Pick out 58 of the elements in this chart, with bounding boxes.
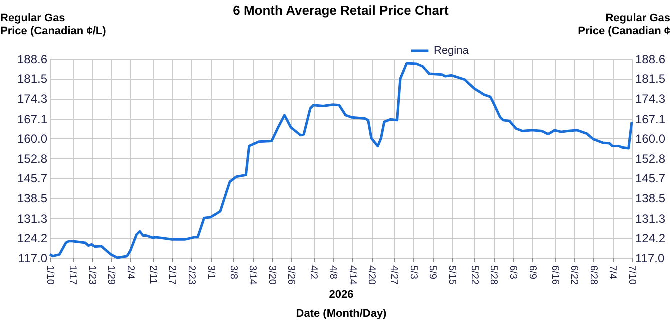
- y2-tick-label: 188.6: [636, 52, 666, 66]
- x-tick-label: 3/1: [205, 266, 216, 280]
- y-tick-label: 174.3: [17, 92, 48, 106]
- x-tick-label: 5/28: [488, 266, 500, 286]
- y-tick-label: 138.5: [17, 192, 48, 206]
- x-tick-label: 4/27: [388, 266, 400, 286]
- y-tick-label: 181.5: [17, 72, 48, 86]
- x-tick-label: 1/10: [44, 266, 56, 286]
- x-tick-label: 5/3: [408, 266, 419, 280]
- y-tick-label: 188.6: [17, 52, 48, 66]
- y2-tick-label: 138.5: [636, 192, 666, 206]
- legend-label: Regina: [434, 45, 470, 57]
- y2-tick-label: 174.3: [636, 92, 666, 106]
- y-tick-label: 131.3: [17, 212, 48, 226]
- y-axis-title: Regular Gas Price (Canadian ¢/L): [0, 12, 107, 38]
- x-tick-label: 6/22: [568, 266, 580, 286]
- x-tick-label: 3/14: [247, 266, 258, 286]
- y2-tick-label: 181.5: [636, 72, 666, 86]
- x-tick-label: 2/23: [186, 266, 197, 286]
- y2-tick-label: 131.3: [636, 212, 666, 226]
- x-tick-label: 4/2: [308, 266, 320, 280]
- x-tick-label: 6/9: [526, 266, 538, 280]
- x-tick-label: 4/8: [327, 266, 338, 280]
- x-tick-label: 3/8: [228, 266, 239, 280]
- y-tick-label: 124.2: [17, 231, 48, 246]
- y2-tick-label: 145.7: [636, 172, 666, 186]
- x-tick-label: 6/16: [549, 266, 560, 286]
- x-tick-label: 7/4: [607, 266, 618, 280]
- x-tick-label: 5/15: [446, 266, 458, 286]
- y-tick-label: 152.8: [17, 152, 48, 166]
- x-tick-label: 4/14: [346, 266, 358, 286]
- x-tick-label: 5/22: [468, 266, 480, 286]
- y-tick-label: 117.0: [18, 252, 48, 266]
- x-axis-title: Date (Month/Day): [296, 308, 388, 320]
- x-tick-label: 1/29: [106, 266, 117, 286]
- x-tick-label: 1/23: [86, 266, 98, 286]
- x-tick-label: 6/28: [588, 266, 599, 286]
- text: 2026: [329, 288, 354, 301]
- y-tick-label: 160.0: [17, 132, 48, 146]
- y2-tick-label: 160.0: [636, 132, 666, 146]
- y-tick-label: 167.1: [17, 112, 48, 126]
- x-tick-label: 2/17: [166, 266, 178, 286]
- x-tick-label: 7/10: [626, 266, 638, 286]
- y2-tick-label: 124.2: [636, 231, 666, 246]
- x-tick-label: 3/26: [286, 266, 297, 286]
- x-tick-label: 2/11: [147, 266, 158, 285]
- x-tick-label: 4/20: [366, 266, 378, 286]
- chart-title: 6 Month Average Retail Price Chart: [233, 3, 450, 18]
- y2-tick-label: 167.1: [636, 112, 666, 126]
- x-tick-label: 2/4: [124, 266, 136, 280]
- x-tick-label: 1/17: [67, 266, 78, 286]
- x-tick-label: 3/20: [266, 266, 278, 286]
- y-tick-label: 145.7: [17, 172, 48, 186]
- x-tick-label: 6/3: [508, 266, 519, 280]
- y2-tick-label: 117.0: [636, 252, 665, 266]
- x-tick-label: 5/9: [427, 266, 438, 280]
- y2-tick-label: 152.8: [636, 152, 666, 166]
- y2-axis-title: Regular Gas Price (Canadian ¢: [578, 12, 670, 38]
